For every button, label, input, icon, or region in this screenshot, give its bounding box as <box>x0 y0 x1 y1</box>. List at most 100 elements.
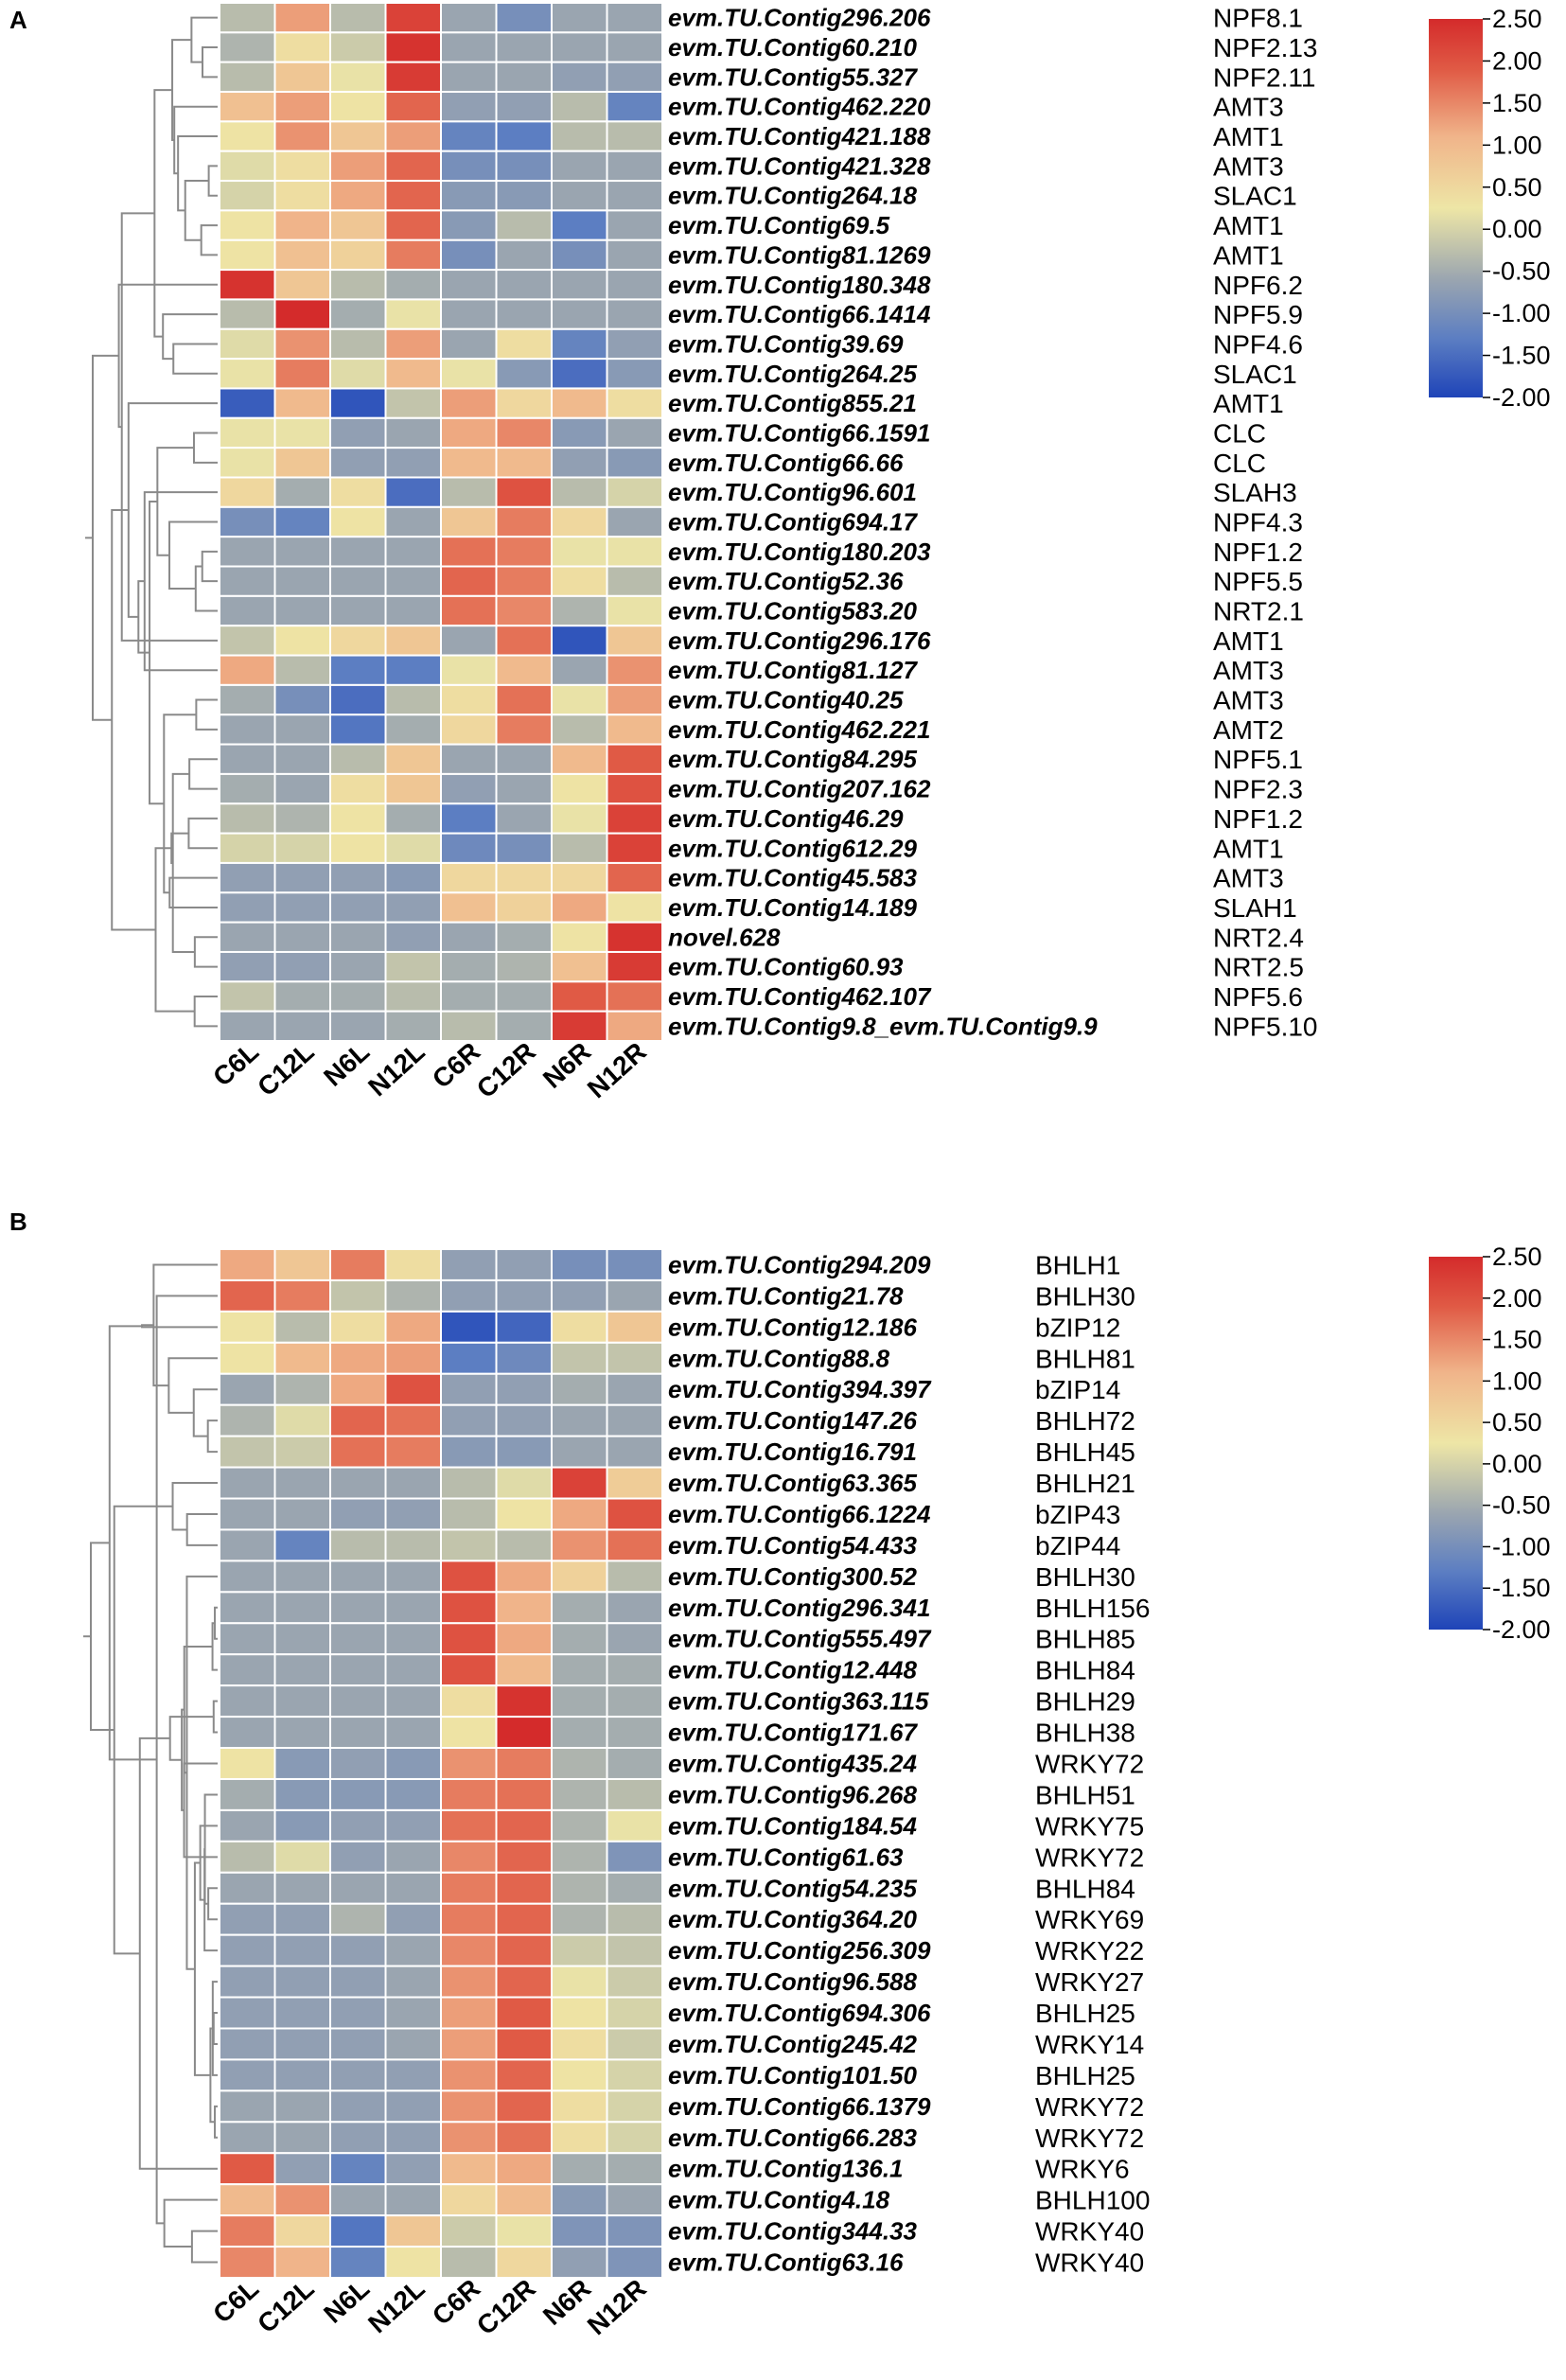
heatmap-cell <box>273 1310 331 1344</box>
heatmap-cell <box>384 1528 442 1562</box>
heatmap-cell <box>606 2 663 34</box>
heatmap-cell <box>384 238 442 272</box>
heatmap-cell <box>219 1871 276 1905</box>
heatmap-cell <box>606 625 663 657</box>
heatmap-cell <box>384 1248 442 1281</box>
heatmap-cell <box>273 269 331 301</box>
colorbar-tick-label: -0.50 <box>1492 1491 1551 1520</box>
heatmap-cell <box>384 505 442 538</box>
heatmap-cell <box>495 891 553 924</box>
dendrogram-branch <box>199 1825 218 1901</box>
heatmap-cell <box>495 298 553 330</box>
dendrogram-branch <box>171 772 195 953</box>
heatmap-cell <box>219 714 276 746</box>
heatmap-cell <box>440 1372 498 1406</box>
heatmap-cell <box>551 61 608 94</box>
dendrogram-branch <box>190 2230 218 2264</box>
heatmap-cell <box>440 2058 498 2092</box>
heatmap-cell <box>440 625 498 657</box>
gene-name-label: BHLH38 <box>1035 1719 1135 1748</box>
colorbar-tick-label: -1.50 <box>1492 342 1551 370</box>
gene-id-label: evm.TU.Contig694.306 <box>668 1999 931 2027</box>
heatmap-cell <box>329 269 387 301</box>
heatmap-cell <box>219 594 276 627</box>
gene-name-label: AMT1 <box>1213 834 1284 863</box>
heatmap-cell <box>495 1497 553 1531</box>
heatmap-cell <box>384 832 442 864</box>
dendrogram-branch <box>154 847 195 1013</box>
heatmap-cell <box>606 980 663 1013</box>
heatmap-cell <box>440 1622 498 1656</box>
colorbar-tick-label: 2.50 <box>1492 1243 1542 1271</box>
colorbar-tick-label: 0.50 <box>1492 1408 1542 1437</box>
dendrogram-branch <box>137 580 150 654</box>
gene-id-label: evm.TU.Contig694.17 <box>668 508 919 537</box>
heatmap-cell <box>606 150 663 183</box>
heatmap-cell <box>606 861 663 894</box>
heatmap-cell <box>440 654 498 686</box>
colorbar-tick-label: 2.00 <box>1492 1284 1542 1313</box>
heatmap-cell <box>606 1435 663 1469</box>
heatmap-cell <box>273 1777 331 1811</box>
heatmap-cell <box>329 180 387 212</box>
gene-name-label: BHLH45 <box>1035 1437 1135 1467</box>
heatmap-cell <box>495 1248 553 1281</box>
gene-id-label: evm.TU.Contig39.69 <box>668 329 904 358</box>
heatmap-cell <box>440 1840 498 1874</box>
heatmap-cell <box>440 31 498 63</box>
heatmap-cell <box>606 416 663 450</box>
dendrogram-branch <box>212 1700 218 1734</box>
dendrogram-branch <box>170 832 189 864</box>
gene-id-label: evm.TU.Contig136.1 <box>668 2155 904 2183</box>
colorbar-tick-label: -2.00 <box>1492 383 1551 412</box>
gene-id-label: evm.TU.Contig96.268 <box>668 1780 918 1808</box>
heatmap-cell <box>384 1653 442 1687</box>
dendrogram-branch <box>127 402 218 618</box>
heatmap-cell <box>551 772 608 805</box>
dendrogram-branch <box>177 135 218 212</box>
gene-name-label: BHLH100 <box>1035 2186 1150 2215</box>
gene-id-label: evm.TU.Contig180.203 <box>668 538 931 566</box>
dendrogram-branch <box>168 876 218 908</box>
gene-id-label: evm.TU.Contig462.107 <box>668 982 932 1011</box>
heatmap-cell <box>219 61 276 94</box>
heatmap-cell <box>440 1528 498 1562</box>
gene-id-label: evm.TU.Contig88.8 <box>668 1344 890 1372</box>
heatmap-cell <box>329 950 387 983</box>
gene-name-label: SLAC1 <box>1213 360 1297 389</box>
heatmap-cell <box>273 1716 331 1750</box>
gene-name-label: WRKY72 <box>1035 1842 1144 1872</box>
heatmap-cell <box>273 950 331 983</box>
heatmap-cell <box>440 1435 498 1469</box>
heatmap-cell <box>551 2089 608 2124</box>
heatmap-cell <box>219 1560 276 1594</box>
gene-id-label: evm.TU.Contig394.397 <box>668 1375 932 1403</box>
heatmap-cell <box>384 1310 442 1344</box>
heatmap-cell <box>551 476 608 508</box>
heatmap-cell <box>606 2121 663 2155</box>
heatmap-cell <box>384 536 442 568</box>
heatmap-cell <box>273 2214 331 2248</box>
heatmap-cell <box>606 447 663 479</box>
heatmap-cell <box>440 1310 498 1344</box>
heatmap-cell <box>329 921 387 953</box>
heatmap-cell <box>219 1278 276 1313</box>
heatmap-cell <box>329 2027 387 2061</box>
heatmap-cell <box>329 1684 387 1719</box>
gene-name-label: NPF2.11 <box>1213 62 1315 92</box>
heatmap-cell <box>606 1560 663 1594</box>
gene-name-label: CLC <box>1213 418 1266 448</box>
heatmap-cell <box>606 1466 663 1500</box>
heatmap-cell <box>606 1871 663 1905</box>
heatmap-cell <box>273 91 331 123</box>
heatmap-cell <box>384 2058 442 2092</box>
heatmap-cell <box>329 505 387 538</box>
heatmap-cell <box>219 1310 276 1344</box>
heatmap-cell <box>384 1965 442 1999</box>
heatmap-cell <box>440 1403 498 1437</box>
heatmap-cell <box>495 2246 553 2279</box>
heatmap-cell <box>440 2121 498 2155</box>
column-label: N12L <box>362 2273 431 2338</box>
heatmap-cell <box>329 387 387 419</box>
heatmap-cell <box>495 2 553 34</box>
